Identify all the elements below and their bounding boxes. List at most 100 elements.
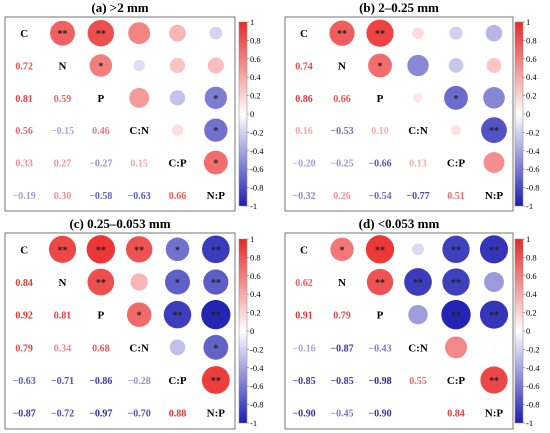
colorbar: 1 0.8 0.6 0.4 0.2 0 -0.2 -0.4 -0.6 -0.8 -1 (514, 234, 540, 428)
significance-mark: ** (451, 311, 461, 322)
correlation-value: 0.10 (371, 126, 389, 137)
variable-label: N:P (485, 190, 504, 202)
correlation-value: −0.58 (89, 191, 112, 202)
correlation-value: −0.63 (13, 376, 36, 387)
significance-mark: ** (375, 278, 385, 289)
variable-label: N (59, 277, 67, 289)
correlation-circle (479, 300, 509, 329)
correlation-circle (483, 87, 505, 109)
colorbar-tick-label: -1 (250, 418, 257, 428)
colorbar-tick-label: -0.4 (250, 146, 264, 156)
correlation-circle (481, 117, 507, 144)
significance-mark: ** (489, 376, 499, 387)
colorbar-tick-label: 0.6 (526, 271, 537, 281)
panel-frame (4, 232, 236, 430)
correlation-circle (444, 85, 468, 110)
correlation-circle (48, 235, 77, 263)
significance-mark: * (213, 126, 218, 137)
correlation-value: −0.77 (406, 191, 429, 202)
correlation-value: 0.79 (15, 343, 33, 354)
correlation-circle (169, 339, 186, 356)
correlation-circle (204, 86, 228, 110)
correlation-value: −0.45 (330, 409, 353, 420)
correlation-value: −0.90 (368, 409, 391, 420)
colorbar-tick-label: 0.6 (250, 54, 261, 64)
correlation-circle (483, 152, 505, 173)
colorbar-tick-label: -0.2 (526, 344, 539, 354)
significance-mark: * (378, 62, 383, 73)
correlation-circle (413, 93, 423, 103)
variable-label: C:P (447, 375, 466, 387)
colorbar-scale (238, 21, 248, 207)
correlation-circle (130, 273, 148, 291)
colorbar-tick-label: 0.2 (250, 308, 261, 318)
correlation-value: −0.19 (13, 191, 36, 202)
variable-label: C (300, 28, 308, 40)
correlation-circle (365, 235, 395, 264)
significance-mark: ** (134, 245, 144, 256)
colorbar-tick-label: 0.4 (526, 289, 537, 299)
colorbar-tick-label: 0.2 (526, 308, 537, 318)
significance-mark: ** (58, 245, 68, 256)
correlation-value: 0.33 (15, 159, 33, 170)
correlation-circle (203, 150, 228, 175)
correlation-value: −0.15 (51, 126, 74, 137)
variable-label: C:P (168, 375, 187, 387)
variable-label: C:N (408, 125, 428, 137)
colorbar-tick-label: -0.6 (526, 381, 539, 391)
correlation-circle (89, 54, 113, 77)
correlation-circle (449, 26, 463, 40)
panel-b: (b) 2–0.25 mmCNPC:NC:PN:P0.74**0.86**0.6… (284, 0, 540, 212)
correlation-circle (129, 87, 150, 108)
significance-mark: * (175, 278, 180, 289)
significance-mark: * (137, 311, 142, 322)
correlation-circle (366, 268, 394, 296)
panel-c: (c) 0.25–0.053 mmCNPC:NC:PN:P0.84**0.92*… (4, 216, 264, 430)
significance-mark: * (213, 343, 218, 354)
correlation-circle (479, 235, 509, 264)
variable-label: C:P (447, 158, 466, 170)
correlation-circle (133, 59, 145, 72)
colorbar-tick-label: -0.2 (526, 127, 539, 137)
correlation-value: −0.85 (330, 376, 353, 387)
colorbar-tick-label: -1 (526, 201, 533, 211)
correlation-value: 0.51 (447, 191, 465, 202)
panel-title: (c) 0.25–0.053 mm (69, 216, 170, 231)
significance-mark: * (213, 94, 218, 105)
correlation-value: 0.46 (92, 126, 110, 137)
variable-label: P (377, 93, 384, 105)
significance-mark: ** (375, 245, 385, 256)
colorbar-scale (514, 238, 524, 424)
variable-label: P (97, 93, 104, 105)
colorbar-tick-label: -1 (250, 201, 257, 211)
correlation-circle (169, 57, 186, 74)
correlation-value: −0.71 (51, 376, 74, 387)
correlation-value: −0.97 (89, 409, 112, 420)
correlation-value: 0.81 (15, 94, 33, 105)
correlation-value: 0.26 (333, 191, 351, 202)
correlation-circle (450, 124, 462, 136)
colorbar-tick-label: -0.6 (250, 381, 263, 391)
colorbar-tick-label: -0.4 (526, 146, 540, 156)
correlation-circle (169, 90, 186, 106)
colorbar-tick-label: -0.8 (250, 183, 263, 193)
colorbar-tick-label: 0.4 (250, 289, 261, 299)
correlation-circle (441, 299, 471, 330)
panel-d: (d) <0.053 mm C N P C:N C:P N:P 0.62 * 0.91 ** 0.79… (284, 216, 540, 430)
correlation-circle (442, 268, 470, 296)
correlation-value: −0.72 (51, 409, 74, 420)
significance-mark: ** (96, 278, 106, 289)
correlation-value: 0.13 (409, 159, 427, 170)
correlation-value: 0.79 (333, 311, 351, 322)
correlation-value: 0.16 (295, 126, 313, 137)
variable-label: N:P (207, 190, 226, 202)
correlation-value: 0.15 (130, 159, 148, 170)
colorbar-tick-label: -0.8 (526, 400, 539, 410)
correlation-value: 0.81 (54, 311, 72, 322)
correlation-circle (171, 124, 184, 136)
colorbar: 1 0.8 0.6 0.4 0.2 0 -0.2 -0.4 -0.6 -0.8 -1 (514, 17, 540, 211)
correlation-value: −0.66 (368, 159, 391, 170)
correlation-circle (50, 20, 75, 46)
colorbar-tick-label: -0.8 (526, 183, 539, 193)
significance-mark: ** (211, 311, 221, 322)
